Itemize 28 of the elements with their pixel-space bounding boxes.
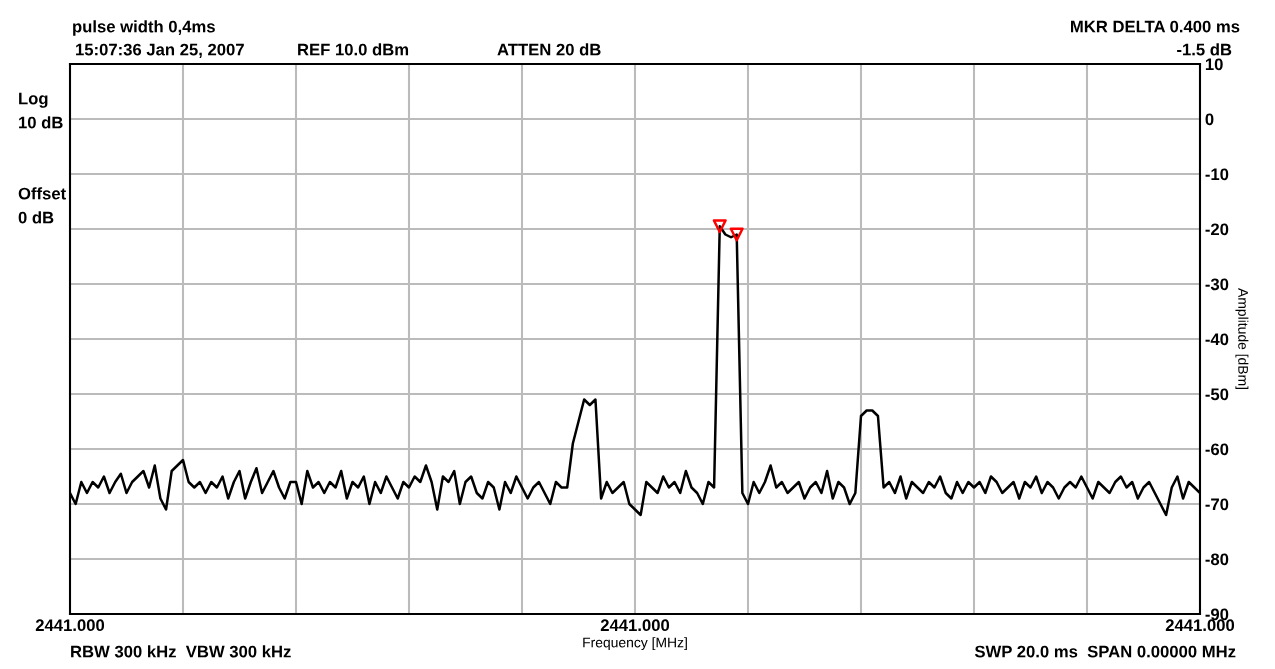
y-tick-label: -90 [1205, 608, 1229, 621]
x-tick-label: 2441.000 [35, 619, 105, 632]
text: Log [19, 92, 48, 108]
x-tick-label: 2441.000 [1165, 619, 1235, 632]
text: SWP 20.0 ms SPAN 0.00000 MHz [974, 645, 1236, 658]
y-tick-label: -20 [1205, 223, 1229, 236]
text: 15:07:36 Jan 25, 2007 [76, 43, 244, 58]
text: MKR DELTA 0.400 ms [1071, 20, 1240, 33]
text: -1.5 dB [1177, 43, 1232, 56]
y-tick-label: -40 [1205, 333, 1229, 346]
text: RBW 300 kHz VBW 300 kHz [71, 645, 291, 658]
y-tick-label: 10 [1205, 58, 1223, 71]
text: 10 dB [19, 116, 63, 129]
y-tick-label: 0 [1205, 113, 1214, 126]
y-tick-label: -30 [1205, 278, 1229, 291]
y-tick-label: -70 [1205, 498, 1229, 511]
text: ATTEN 20 dB [497, 43, 601, 56]
y-tick-label: -80 [1205, 553, 1229, 566]
y-tick-label: -10 [1205, 168, 1229, 181]
text: 0 dB [18, 211, 54, 224]
y-axis-title: Amplitude [dBm] [1235, 288, 1249, 389]
chart-title: pulse width 0,4ms [73, 20, 215, 36]
text: Offset [18, 187, 66, 200]
text: REF 10.0 dBm [298, 43, 409, 56]
x-tick-label: 2441.000 [600, 619, 670, 632]
x-axis-title: Frequency [MHz] [583, 637, 687, 651]
y-tick-label: -60 [1205, 443, 1229, 456]
y-tick-label: -50 [1205, 388, 1229, 401]
